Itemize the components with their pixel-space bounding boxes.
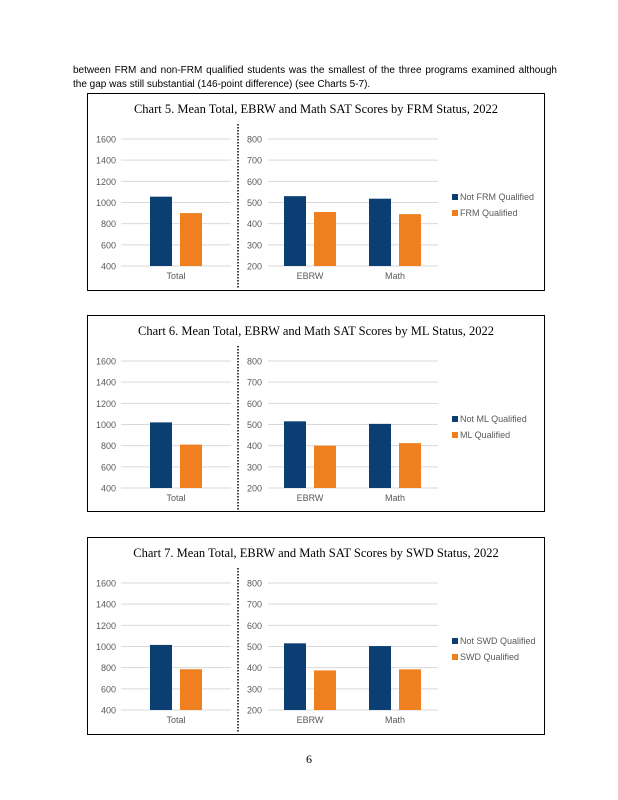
- chart-title: Chart 5. Mean Total, EBRW and Math SAT S…: [133, 102, 499, 116]
- bar-frm-qualified-ebrw: [314, 212, 336, 266]
- legend-swatch: [452, 416, 458, 422]
- x-tick-label: Total: [166, 493, 185, 503]
- legend-swatch: [452, 432, 458, 438]
- page-number: 6: [306, 752, 312, 766]
- y-tick-label: 500: [247, 420, 262, 430]
- bar-not-swd-qualified-ebrw: [284, 643, 306, 710]
- legend-label: Not ML Qualified: [460, 414, 527, 424]
- y-tick-label: 600: [101, 462, 116, 472]
- y-tick-label: 500: [247, 198, 262, 208]
- bar-swd-qualified-total: [180, 669, 202, 710]
- y-tick-label: 1000: [96, 642, 116, 652]
- y-tick-label: 1200: [96, 621, 116, 631]
- y-tick-label: 1400: [96, 600, 116, 610]
- y-tick-label: 600: [101, 240, 116, 250]
- y-tick-label: 700: [247, 378, 262, 388]
- y-tick-label: 400: [247, 219, 262, 229]
- body-paragraph: between FRM and non-FRM qualified studen…: [73, 65, 557, 90]
- y-tick-label: 200: [247, 484, 262, 494]
- y-tick-label: 400: [101, 262, 116, 272]
- legend-label: SWD Qualified: [460, 652, 519, 662]
- y-tick-label: 800: [101, 441, 116, 451]
- legend-swatch: [452, 654, 458, 660]
- bar-frm-qualified-math: [399, 214, 421, 266]
- x-tick-label: Total: [166, 715, 185, 725]
- y-tick-label: 400: [247, 663, 262, 673]
- y-tick-label: 400: [101, 706, 116, 716]
- bar-not-swd-qualified-math: [369, 646, 391, 710]
- x-tick-label: Math: [385, 715, 405, 725]
- y-tick-label: 800: [247, 135, 262, 145]
- y-tick-label: 300: [247, 684, 262, 694]
- legend-swatch: [452, 638, 458, 644]
- bar-not-frm-qualified-math: [369, 198, 391, 266]
- bar-swd-qualified-math: [399, 669, 421, 710]
- chart-6: Chart 6. Mean Total, EBRW and Math SAT S…: [87, 315, 545, 512]
- y-tick-label: 1000: [96, 420, 116, 430]
- y-tick-label: 600: [247, 177, 262, 187]
- y-tick-label: 800: [247, 579, 262, 589]
- y-tick-label: 500: [247, 642, 262, 652]
- y-tick-label: 300: [247, 240, 262, 250]
- y-tick-label: 1200: [96, 177, 116, 187]
- bar-not-swd-qualified-total: [150, 644, 172, 710]
- y-tick-label: 600: [101, 684, 116, 694]
- x-tick-label: EBRW: [297, 271, 324, 281]
- y-tick-label: 800: [101, 219, 116, 229]
- chart-svg: 400 600 800 1000 1200 1400 1600 200 300 400 500 600…: [96, 568, 536, 733]
- bar-ml-qualified-total: [180, 444, 202, 488]
- y-tick-label: 1600: [96, 135, 116, 145]
- bar-not-ml-qualified-ebrw: [284, 421, 306, 488]
- chart-title: Chart 7. Mean Total, EBRW and Math SAT S…: [133, 546, 499, 560]
- y-tick-label: 200: [247, 706, 262, 716]
- y-tick-label: 600: [247, 621, 262, 631]
- chart-svg: 400 600 800 1000 1200 1400 1600 200 300 400 500 600…: [96, 124, 534, 289]
- x-tick-label: Math: [385, 271, 405, 281]
- legend-label: Not SWD Qualified: [460, 636, 536, 646]
- y-tick-label: 600: [247, 399, 262, 409]
- legend-label: FRM Qualified: [460, 208, 518, 218]
- y-tick-label: 300: [247, 462, 262, 472]
- x-tick-label: EBRW: [297, 715, 324, 725]
- y-tick-label: 400: [247, 441, 262, 451]
- y-tick-label: 1600: [96, 357, 116, 367]
- y-tick-label: 1200: [96, 399, 116, 409]
- y-tick-label: 200: [247, 262, 262, 272]
- y-tick-label: 700: [247, 600, 262, 610]
- bar-ml-qualified-ebrw: [314, 445, 336, 488]
- bar-swd-qualified-ebrw: [314, 670, 336, 710]
- y-tick-label: 400: [101, 484, 116, 494]
- chart-7: Chart 7. Mean Total, EBRW and Math SAT S…: [87, 537, 545, 735]
- legend-label: Not FRM Qualified: [460, 192, 534, 202]
- y-tick-label: 1400: [96, 156, 116, 166]
- y-tick-label: 1600: [96, 579, 116, 589]
- y-tick-label: 800: [101, 663, 116, 673]
- x-tick-label: EBRW: [297, 493, 324, 503]
- y-tick-label: 1400: [96, 378, 116, 388]
- chart-title: Chart 6. Mean Total, EBRW and Math SAT S…: [138, 324, 494, 338]
- bar-frm-qualified-total: [180, 213, 202, 266]
- legend-swatch: [452, 210, 458, 216]
- y-tick-label: 1000: [96, 198, 116, 208]
- legend-swatch: [452, 194, 458, 200]
- chart-5: Chart 5. Mean Total, EBRW and Math SAT S…: [87, 93, 545, 291]
- legend-label: ML Qualified: [460, 430, 510, 440]
- bar-not-ml-qualified-math: [369, 423, 391, 488]
- y-tick-label: 700: [247, 156, 262, 166]
- bar-ml-qualified-math: [399, 443, 421, 488]
- bar-not-ml-qualified-total: [150, 422, 172, 488]
- bar-not-frm-qualified-total: [150, 196, 172, 266]
- x-tick-label: Total: [166, 271, 185, 281]
- y-tick-label: 800: [247, 357, 262, 367]
- chart-svg: 400 600 800 1000 1200 1400 1600 200 300 400 500 600…: [96, 346, 527, 511]
- x-tick-label: Math: [385, 493, 405, 503]
- bar-not-frm-qualified-ebrw: [284, 196, 306, 266]
